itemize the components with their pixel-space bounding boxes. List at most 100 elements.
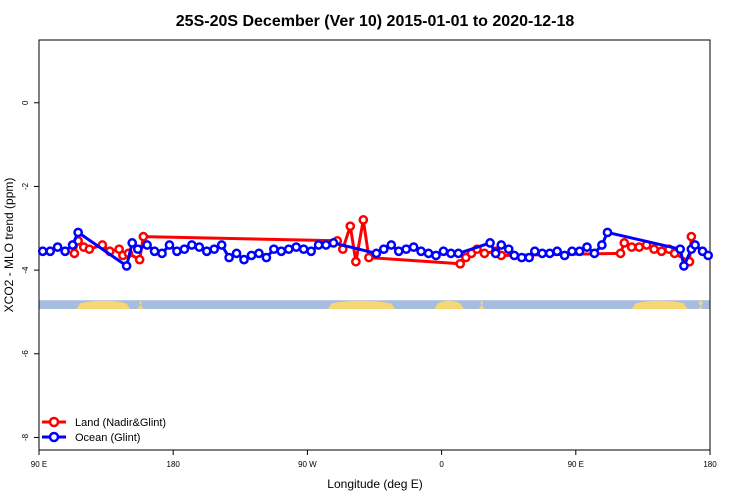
ocean-data-point [509,250,520,261]
ocean-data-point [164,240,175,250]
land-data-point [345,221,356,232]
ocean-data-point [186,240,197,250]
ocean-data-point [224,252,234,263]
land-data-point [619,238,630,248]
ocean-data-point [524,252,535,263]
land-data-point [364,252,374,263]
x-tick-label: 90 E [568,460,584,469]
ocean-data-point [283,244,294,255]
ocean-data-point [157,248,167,259]
ocean-data-point [503,244,514,255]
legend-land-label: Land (Nadir&Glint) [75,417,166,429]
land-band-segment [434,300,464,310]
ocean-data-point [306,246,316,257]
ocean-data-point [386,240,397,250]
x-tick-label: 0 [439,460,444,469]
ocean-data-point [209,244,220,255]
plot-area: 90 E 180 90 W 0 90 E 180 0 -2 -4 -6 -8 Land (Nadir&… [21,39,717,469]
ocean-data-point [574,246,585,257]
land-data-point [634,242,645,252]
ocean-data-point [582,242,592,252]
ocean-data-point [679,261,689,271]
ocean-data-point [52,242,63,252]
land-band-segment [327,300,396,310]
plot-frame [38,39,711,451]
ocean-data-point [567,246,577,257]
ocean-data-point [261,252,272,263]
land-data-point [479,248,490,259]
ocean-data-point [328,238,339,248]
ocean-data-point [73,227,83,238]
ocean-data-point [132,244,143,255]
ocean-data-point [313,240,324,250]
ocean-data-point [446,248,456,259]
land-data-point [455,258,466,269]
ocean-data-point [602,227,613,238]
land-data-point [69,248,80,259]
land-data-point [358,215,369,225]
ocean-data-point [485,238,495,248]
land-band-segment [137,300,144,310]
ocean-data-point [552,246,563,257]
ocean-data-point [675,244,686,255]
ocean-data-point [269,244,279,255]
x-tick-label: 180 [703,460,717,469]
ocean-data-point [438,246,449,257]
ocean-data-point [321,240,331,250]
land-data-point [615,248,626,259]
ocean-data-point [537,248,548,259]
ocean-data-point [408,242,419,252]
land-data-point [134,254,145,265]
y-tick-label: 0 [21,100,30,105]
ocean-data-point [127,238,138,248]
ocean-data-point [276,246,287,257]
land-data-point [626,242,637,252]
ocean-data-point [529,246,540,257]
ocean-data-point [589,248,600,259]
x-tick-label: 90 W [298,460,317,469]
ocean-data-point [690,240,700,250]
ocean-data-point [149,246,160,257]
land-data-point [686,231,697,242]
ocean-data-point [172,246,182,257]
ocean-data-point [67,240,78,250]
land-band-segment [631,300,688,310]
land-band-segment [76,300,131,310]
x-tick-label: 180 [167,460,181,469]
ocean-data-point [239,254,249,265]
ocean-data-point [371,248,382,259]
ocean-data-point [393,246,404,257]
ocean-data-point [201,246,212,257]
ocean-data-point [490,248,501,259]
ocean-data-point [544,248,555,259]
ocean-data-point [453,248,464,259]
ocean-data-point [60,246,70,257]
land-data-point [84,244,95,255]
ocean-data-point [703,250,713,261]
ocean-data-point [401,244,412,255]
land-band-segment [698,300,703,310]
x-axis-label: Longitude (deg E) [327,477,422,491]
x-tick-label: 90 E [31,460,47,469]
ocean-data-point [216,240,227,250]
ocean-data-point [496,240,507,250]
ocean-data-point [423,248,434,259]
land-data-point [656,246,667,257]
y-tick-label: -6 [21,350,30,358]
ocean-data-point [142,240,152,250]
land-data-point [649,244,659,255]
ocean-data-point [121,261,132,271]
ocean-data-point [45,246,56,257]
ocean-data-point [431,250,441,261]
ocean-data-point [231,248,242,259]
ocean-data-point [416,246,426,257]
ocean-data-point [194,242,205,252]
ocean-data-point [559,250,570,261]
ocean-data-point [254,248,264,259]
ocean-data-point [246,250,257,261]
ocean-data-point [597,240,607,250]
y-tick-label: -2 [21,182,30,190]
ocean-data-point [37,246,48,257]
y-tick-label: -8 [21,433,30,441]
